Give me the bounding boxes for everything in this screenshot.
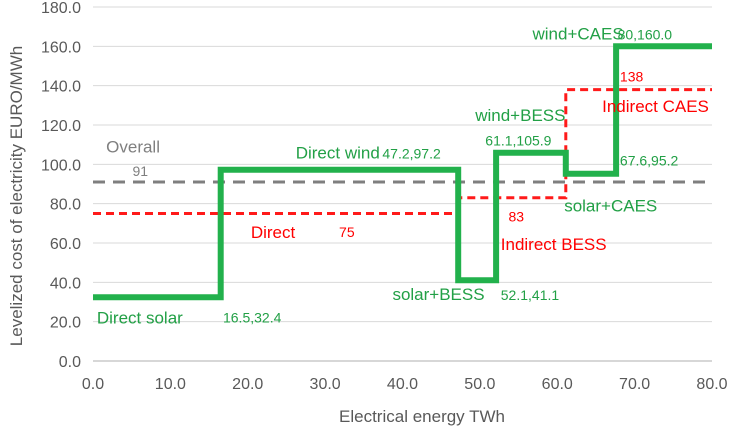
y-tick-label: 40.0	[50, 275, 81, 292]
x-tick-label: 70.0	[619, 376, 650, 393]
series-line-indirect-step	[93, 88, 712, 215]
x-tick-label: 10.0	[155, 376, 186, 393]
annotation-label: 75	[339, 224, 355, 240]
annotation-label: Direct wind	[296, 143, 380, 162]
annotation-label: 52.1,41.1	[501, 287, 560, 303]
annotation-label: 16.5,32.4	[223, 310, 282, 326]
annotations: Direct solar 16.5,32.4 Direct wind 47.2,97.…	[97, 24, 709, 327]
series-line-direct-step	[93, 43, 712, 301]
y-tick-label: 20.0	[50, 315, 81, 332]
x-tick-label: 40.0	[387, 376, 418, 393]
annotation-label: wind+BESS	[474, 106, 565, 125]
tick-labels: 0.0 20.0 40.0 60.0 80.0 100.0 120.0 140.0 160.0 1…	[41, 0, 728, 393]
annotation-label: 61.1,105.9	[485, 133, 551, 149]
x-tick-label: 80.0	[696, 376, 727, 393]
annotation-label: solar+BESS	[392, 285, 484, 304]
x-axis-label: Electrical energy TWh	[339, 407, 505, 426]
y-tick-label: 100.0	[41, 157, 81, 174]
y-axis-label: Levelized cost of electricity EURO/MWh	[7, 46, 26, 346]
annotation-label: Indirect BESS	[501, 235, 607, 254]
annotation-label: solar+CAES	[564, 197, 657, 216]
annotation-label: Direct	[251, 223, 296, 242]
y-tick-label: 0.0	[59, 354, 81, 371]
y-tick-label: 160.0	[41, 39, 81, 56]
x-tick-label: 30.0	[310, 376, 341, 393]
annotation-label: Overall	[106, 138, 160, 157]
annotation-label: Direct solar	[97, 309, 183, 328]
y-tick-label: 180.0	[41, 0, 81, 17]
y-tick-label: 120.0	[41, 118, 81, 135]
x-tick-label: 0.0	[82, 376, 104, 393]
annotation-label: 83	[509, 208, 525, 224]
annotation-label: Indirect CAES	[602, 97, 709, 116]
annotation-label: 91	[132, 163, 148, 179]
y-tick-label: 140.0	[41, 79, 81, 96]
annotation-label: 47.2,97.2	[382, 145, 441, 161]
annotation-label: 80,160.0	[618, 26, 673, 42]
y-tick-label: 80.0	[50, 197, 81, 214]
x-tick-label: 50.0	[464, 376, 495, 393]
y-tick-label: 60.0	[50, 236, 81, 253]
x-tick-label: 20.0	[232, 376, 263, 393]
series-lines	[93, 43, 712, 301]
gridlines	[93, 6, 712, 323]
annotation-label: wind+CAES	[531, 24, 623, 43]
annotation-label: 67.6,95.2	[620, 152, 679, 168]
x-tick-label: 60.0	[542, 376, 573, 393]
annotation-label: 138	[620, 69, 644, 85]
